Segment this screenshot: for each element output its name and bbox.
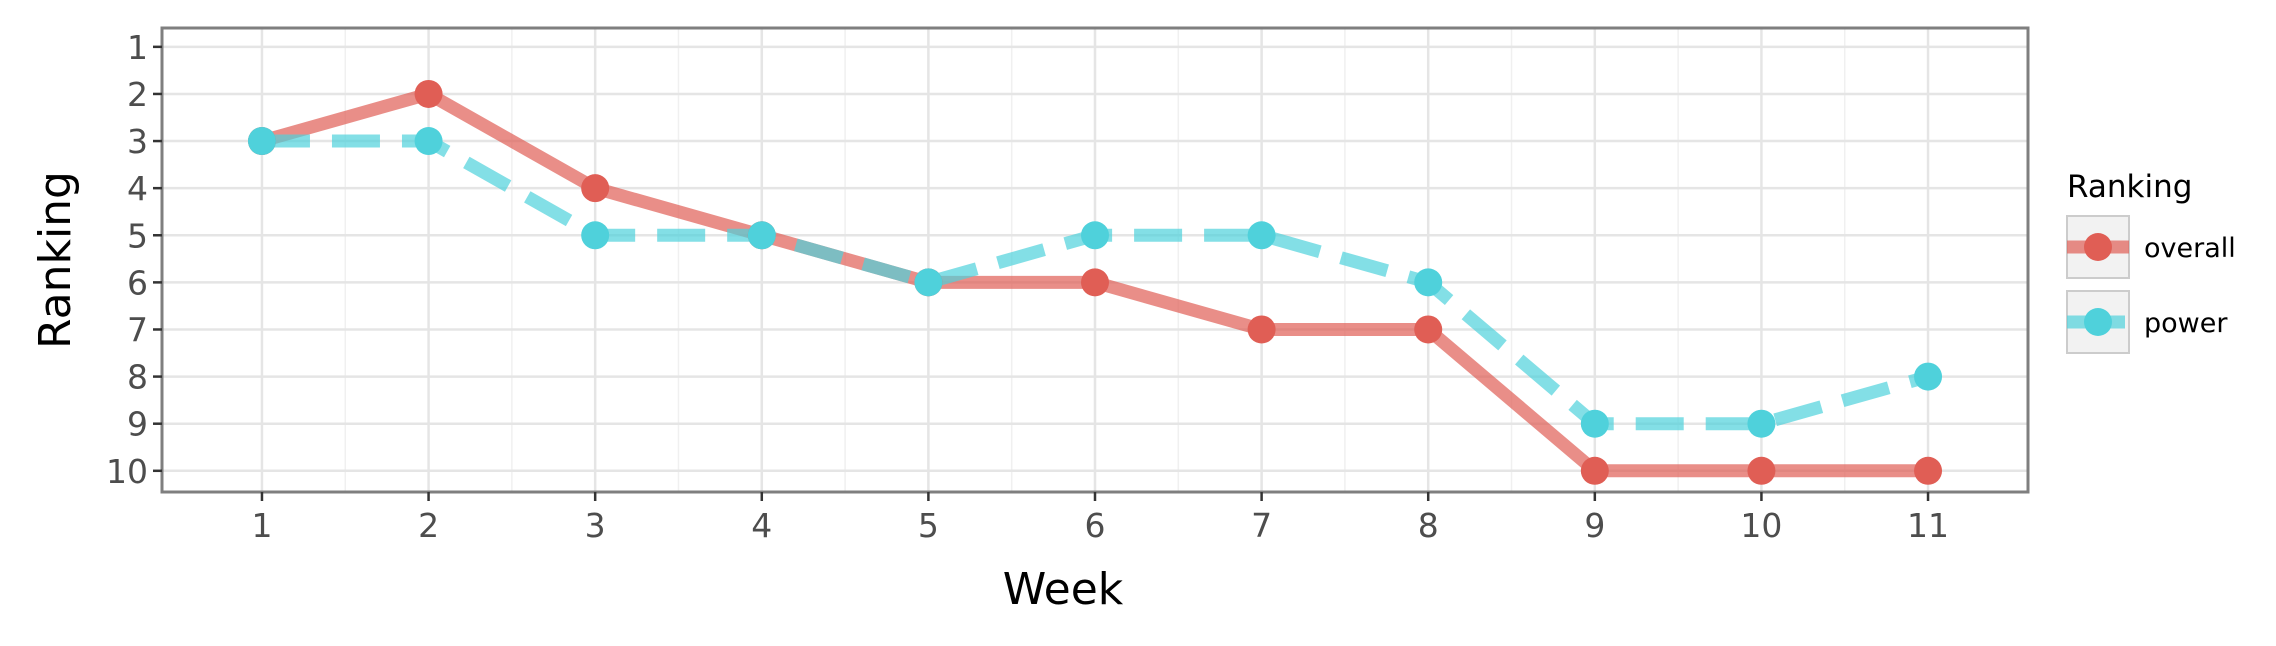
data-point-power (1914, 362, 1943, 391)
data-point-overall (1081, 268, 1109, 297)
y-tick-label: 8 (127, 358, 148, 397)
x-tick-label: 7 (1251, 506, 1272, 545)
data-point-overall (1247, 315, 1276, 344)
y-axis-title: Ranking (30, 171, 81, 349)
data-point-overall (1914, 456, 1943, 485)
data-point-power (247, 127, 276, 156)
data-point-power (747, 221, 776, 250)
y-tick-label: 1 (127, 28, 148, 67)
x-axis-title: Week (1003, 564, 1124, 615)
x-tick-label: 11 (1907, 506, 1949, 545)
legend-items: overall power (2066, 215, 2236, 354)
legend-key-marker-overall (2084, 233, 2112, 261)
data-point-power (1747, 409, 1776, 438)
y-axis-ticks: 1 2 3 4 5 6 7 8 9 10 (106, 28, 162, 491)
x-axis-ticks: 1 2 3 4 5 6 7 8 9 10 11 (251, 492, 1949, 545)
data-point-overall (414, 79, 443, 108)
data-point-power (1580, 409, 1609, 438)
data-point-power (1414, 268, 1443, 297)
legend-key-marker-power (2084, 308, 2112, 336)
y-tick-label: 10 (106, 452, 148, 491)
y-tick-label: 7 (127, 310, 148, 349)
legend: Ranking overall power (2066, 169, 2236, 354)
x-tick-label: 10 (1740, 506, 1782, 545)
x-tick-label: 5 (918, 506, 939, 545)
x-tick-label: 2 (418, 506, 439, 545)
x-tick-label: 1 (251, 506, 272, 545)
data-point-overall (581, 174, 610, 203)
x-tick-label: 4 (751, 506, 772, 545)
data-point-overall (1747, 456, 1776, 485)
y-tick-label: 9 (127, 405, 148, 444)
data-point-power (1081, 221, 1109, 250)
y-tick-label: 6 (127, 263, 148, 302)
x-tick-label: 3 (585, 506, 606, 545)
y-tick-label: 3 (127, 122, 148, 161)
series-points (247, 79, 1943, 485)
legend-title: Ranking (2067, 169, 2192, 205)
data-point-power (1247, 221, 1276, 250)
data-point-overall (1414, 315, 1443, 344)
data-point-overall (1580, 456, 1609, 485)
x-tick-label: 8 (1418, 506, 1439, 545)
data-point-power (414, 127, 443, 156)
y-tick-label: 5 (127, 216, 148, 255)
x-tick-label: 6 (1085, 506, 1106, 545)
y-tick-label: 4 (127, 169, 148, 208)
data-point-power (581, 221, 610, 250)
y-tick-label: 2 (127, 75, 148, 114)
data-point-power (914, 268, 943, 297)
legend-label-overall: overall (2144, 233, 2236, 264)
x-tick-label: 9 (1584, 506, 1605, 545)
legend-label-power: power (2144, 308, 2228, 339)
